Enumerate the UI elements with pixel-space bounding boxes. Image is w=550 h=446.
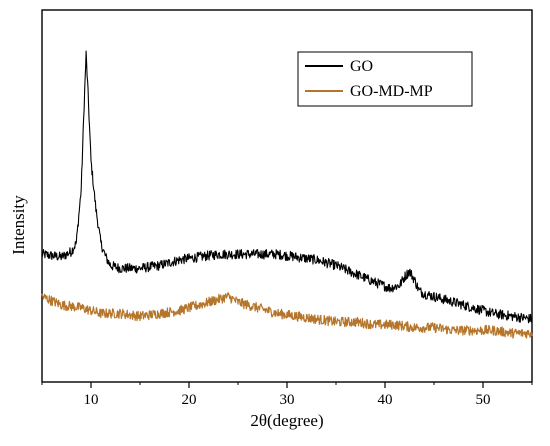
y-axis-label: Intensity [9,195,28,255]
legend-label-go: GO [350,58,373,75]
series-group [41,50,533,339]
x-axis-ticks: 10 20 30 40 50 [41,382,533,408]
series-line-go [41,50,533,324]
series-line-go-md-mp [41,292,533,339]
x-tick-label-20: 20 [182,392,197,408]
x-tick-label-50: 50 [476,392,491,408]
legend-box [297,51,473,107]
legend: GO GO-MD-MP [297,51,473,107]
x-tick-label-40: 40 [378,392,393,408]
x-axis-label: 2θ(degree) [250,411,323,430]
x-tick-label-30: 30 [280,392,295,408]
x-tick-label-10: 10 [84,392,99,408]
legend-label-go-md-mp: GO-MD-MP [350,83,433,100]
